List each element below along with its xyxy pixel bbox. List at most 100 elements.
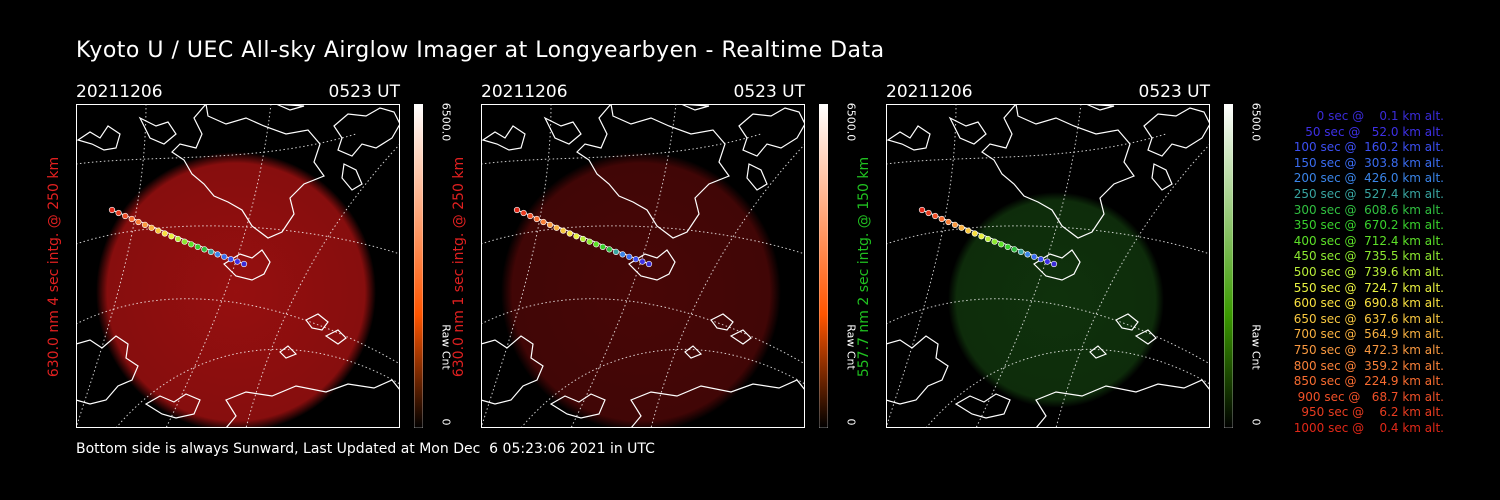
airglow-image	[501, 152, 781, 428]
trajectory-point	[181, 238, 188, 245]
legend-entry: 900 sec @ 68.7 km alt.	[1293, 389, 1444, 404]
trajectory-point	[639, 258, 646, 265]
trajectory-point	[1037, 256, 1044, 263]
legend-entry: 350 sec @ 670.2 km alt.	[1289, 218, 1444, 233]
colorbar	[414, 104, 423, 428]
trajectory-point	[1017, 248, 1025, 255]
lat-lon-gridline	[520, 348, 805, 428]
coastline	[279, 345, 298, 359]
coastline	[684, 345, 703, 359]
trajectory-point	[1050, 260, 1058, 268]
trajectory-point	[965, 227, 972, 234]
colorbar-max-label: 6500.0	[1249, 102, 1263, 142]
trajectory-point	[945, 218, 952, 226]
trajectory-point	[174, 235, 182, 243]
coastline	[886, 125, 931, 151]
panel-ylabel: 630.0 nm 4 sec intg. @ 250 km	[46, 156, 62, 378]
coastline	[738, 107, 805, 157]
panel-ylabel: 557.7 nm 2 sec intg. @ 150 km	[856, 156, 872, 378]
airglow-image	[96, 152, 376, 428]
trajectory-point	[593, 241, 600, 248]
trajectory-point	[566, 230, 573, 237]
trajectory-point	[221, 253, 228, 260]
colorbar-gradient	[819, 104, 828, 428]
coastline	[1089, 345, 1108, 359]
map-frame	[76, 104, 400, 428]
lat-lon-gridline	[481, 104, 552, 428]
trajectory-point	[991, 238, 998, 245]
lat-lon-gridline	[886, 133, 1167, 165]
legend-entry: 750 sec @ 472.3 km alt.	[1289, 342, 1444, 357]
coastline	[76, 125, 121, 151]
trajectory-point	[645, 260, 653, 268]
trajectory-point	[520, 209, 527, 217]
lat-lon-gridline	[115, 348, 400, 428]
trajectory-point	[626, 253, 633, 260]
legend-entry: 300 sec @ 608.6 km alt.	[1289, 202, 1444, 217]
coastline	[171, 104, 325, 239]
trajectory-point	[1004, 243, 1011, 250]
lat-lon-gridline	[481, 133, 762, 165]
legend-entry: 150 sec @ 303.8 km alt.	[1289, 155, 1444, 170]
trajectory-point	[240, 260, 248, 268]
coastline	[76, 335, 139, 405]
trajectory-point	[579, 235, 587, 243]
allsky-map	[481, 104, 805, 428]
page-title: Kyoto U / UEC All-sky Airglow Imager at …	[76, 38, 885, 63]
lat-lon-gridline	[76, 298, 400, 365]
panel-time: 0523 UT	[733, 82, 806, 102]
trajectory-point	[201, 246, 208, 253]
lat-lon-gridline	[76, 104, 147, 428]
colorbar-min-label: 0	[439, 418, 453, 426]
image-panel-3: 20211206 0523 UT 557.7 nm 2 sec intg. @ …	[856, 82, 1286, 430]
coastline	[144, 393, 201, 419]
legend-entry: 700 sec @ 564.9 km alt.	[1289, 327, 1444, 342]
trajectory-point	[148, 224, 155, 231]
coastline	[948, 116, 987, 145]
trajectory-point	[1011, 246, 1018, 253]
colorbar	[819, 104, 828, 428]
trajectory-point	[951, 221, 959, 228]
coastline	[1134, 329, 1157, 345]
legend-entry: 950 sec @ 6.2 km alt.	[1297, 405, 1444, 420]
coastline	[1151, 163, 1173, 191]
trajectory-point	[560, 227, 567, 234]
colorbar-unit-label: Raw Cnt	[1249, 324, 1263, 370]
legend-entry: 1000 sec @ 0.4 km alt.	[1293, 420, 1444, 435]
airglow-image	[948, 192, 1164, 408]
legend-entry: 50 sec @ 52.0 km alt.	[1297, 124, 1444, 139]
trajectory-point	[938, 215, 945, 223]
trajectory-point	[135, 218, 142, 226]
lat-lon-gridline	[245, 143, 400, 428]
legend-entry: 200 sec @ 426.0 km alt.	[1289, 171, 1444, 186]
coastline	[138, 116, 177, 145]
coastline	[481, 125, 526, 151]
coastline	[305, 313, 329, 331]
trajectory-point	[612, 248, 620, 255]
trajectory-point	[122, 212, 129, 220]
trajectory-point	[932, 212, 939, 220]
trajectory-point	[513, 206, 521, 214]
coastline	[543, 116, 582, 145]
coastline	[1143, 107, 1210, 157]
trajectory-point	[540, 218, 547, 226]
trajectory-legend: 0 sec @ 0.1 km alt. 50 sec @ 52.0 km alt…	[1262, 109, 1444, 436]
trajectory-point	[586, 238, 593, 245]
trajectory-point	[553, 224, 560, 231]
trajectory-point	[619, 251, 626, 258]
trajectory-point	[168, 233, 175, 240]
coastline	[710, 313, 734, 331]
trajectory-point	[971, 230, 978, 237]
panel-time: 0523 UT	[1138, 82, 1211, 102]
lat-lon-gridline	[925, 348, 1210, 428]
legend-entry: 0 sec @ 0.1 km alt.	[1305, 109, 1444, 123]
colorbar-gradient	[414, 104, 423, 428]
map-frame	[481, 104, 805, 428]
trajectory-point	[155, 227, 162, 234]
panel-date: 20211206	[886, 82, 973, 102]
legend-entry: 800 sec @ 359.2 km alt.	[1289, 358, 1444, 373]
colorbar-max-label: 6500.0	[439, 102, 453, 142]
colorbar-min-label: 0	[844, 418, 858, 426]
trajectory-point	[128, 215, 135, 223]
coastline	[729, 329, 752, 345]
